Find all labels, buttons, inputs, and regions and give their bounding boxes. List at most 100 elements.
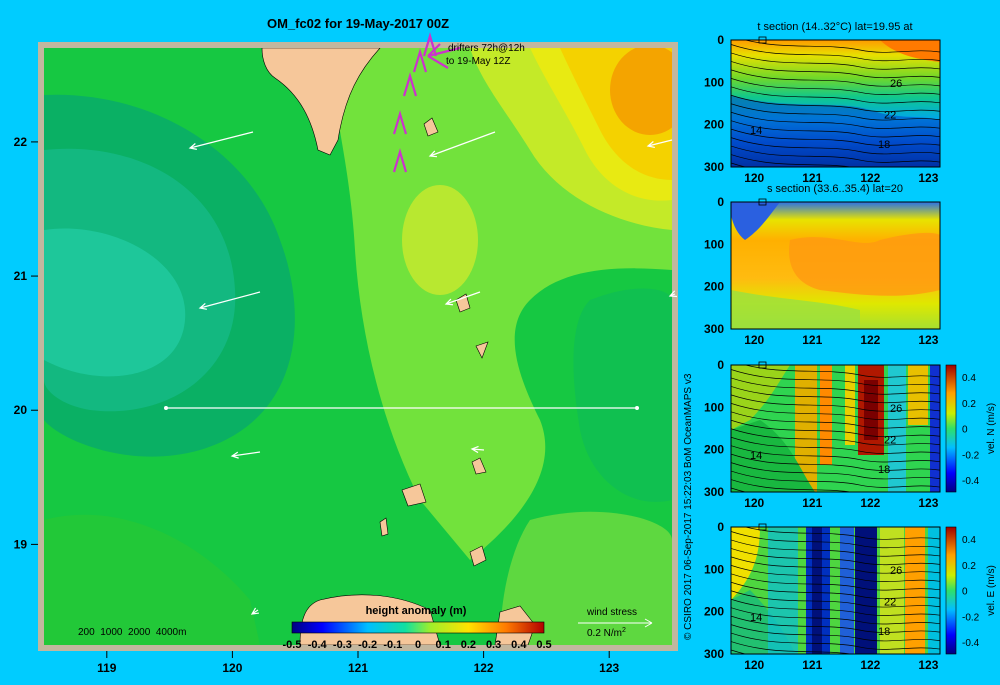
temperature-contour [731, 94, 940, 112]
section-colorbar-tick: 0.4 [962, 535, 976, 546]
transect-end-west [164, 406, 168, 410]
colorbar [291, 621, 545, 634]
temperature-contour [743, 365, 940, 378]
section-marker [758, 361, 767, 369]
transect-end-east [635, 406, 639, 410]
temperature-contour [731, 607, 940, 625]
temperature-contour [743, 527, 940, 540]
section-y-tick-label: 300 [704, 160, 724, 174]
temperature-contour [731, 445, 940, 463]
vel-n-colorbar [945, 364, 957, 493]
temperature-contour [731, 624, 940, 642]
section-x-tick-label: 122 [860, 496, 880, 510]
temperature-contour [731, 581, 940, 599]
colorbar-tick-label: 0 [415, 639, 421, 651]
section-title: t section (14..32°C) lat=19.95 at [757, 21, 912, 33]
section-x-tick-label: 123 [918, 171, 938, 185]
temperature-contour [731, 531, 940, 549]
vel-n-section-panel [730, 364, 957, 493]
temperature-contour [731, 462, 940, 480]
section-marker [758, 523, 767, 531]
temperature-contour [731, 369, 940, 387]
section-x-tick-label: 121 [802, 333, 822, 347]
map-y-tick-label: 19 [14, 537, 28, 551]
contour-label: 14 [750, 125, 762, 137]
wind-arrow [668, 290, 678, 298]
section-y-tick-label: 100 [704, 237, 724, 251]
section-colorbar-label: vel. E (m/s) [986, 565, 997, 616]
section-x-tick-label: 123 [918, 333, 938, 347]
temperature-contour [731, 154, 853, 167]
colorbar-tick-label: 0.3 [486, 639, 501, 651]
colorbar-tick-label: 0.1 [436, 639, 451, 651]
colorbar-ticks: -0.5 -0.4 -0.3 -0.2 -0.1 0 0.1 0.2 0.3 0.4 0.5 [283, 639, 552, 651]
colorbar-tick-label: 0.4 [511, 639, 527, 651]
temperature-contour [731, 479, 853, 492]
temperature-contour [731, 428, 940, 446]
section-colorbar-tick: 0.2 [962, 399, 976, 410]
contour-label: 22 [884, 110, 896, 122]
section-y-tick-label: 100 [704, 400, 724, 414]
temperature-contour [731, 565, 940, 583]
depth-legend: 200 1000 2000 4000m [78, 627, 186, 638]
section-x-tick-label: 120 [744, 496, 764, 510]
map-x-tick-label: 120 [222, 661, 242, 675]
contour-label: 22 [884, 597, 896, 609]
section-x-tick-label: 121 [802, 171, 822, 185]
t-section-panel [730, 39, 941, 168]
drifter-chevron [392, 110, 408, 135]
section-y-tick-label: 0 [717, 33, 724, 47]
temperature-contour [731, 386, 940, 404]
temperature-contour [731, 632, 940, 650]
map-x-tick-label: 121 [348, 661, 368, 675]
contour-label: 18 [878, 626, 890, 638]
section-colorbar-tick: -0.2 [962, 612, 980, 623]
section-colorbar-tick: -0.4 [962, 638, 980, 649]
wind-arrow [444, 291, 481, 306]
temperature-contour [731, 69, 940, 87]
drifter-tracks [392, 32, 461, 173]
contour-label: 26 [890, 78, 902, 90]
map-y-tick-label: 20 [14, 403, 28, 417]
section-colorbar-tick: 0 [962, 587, 968, 598]
temperature-contour [731, 61, 940, 79]
section-y-tick-label: 300 [704, 647, 724, 661]
section-panel-labels: t section (14..32°C) lat=19.95 at 0 100 200… [704, 21, 997, 672]
temperature-contour [731, 103, 940, 121]
section-y-tick-label: 100 [704, 562, 724, 576]
wind-arrow [250, 607, 260, 615]
height-anomaly-field [44, 48, 672, 645]
section-y-tick-label: 300 [704, 322, 724, 336]
temperature-contour [731, 590, 940, 608]
wind-arrow [230, 451, 261, 459]
colorbar-tick-label: 0.2 [461, 639, 476, 651]
colorbar-tick-label: -0.3 [333, 639, 352, 651]
temperature-contour [731, 615, 940, 633]
temperature-contour [731, 394, 940, 412]
s-section-panel [730, 201, 941, 330]
map-x-axis: 119 120 121 122 123 [97, 651, 620, 675]
temperature-contour [731, 556, 940, 574]
section-y-tick-label: 300 [704, 485, 724, 499]
temperature-contour [731, 111, 940, 129]
contour-label: 22 [884, 435, 896, 447]
section-x-tick-label: 120 [744, 171, 764, 185]
temperature-contour [731, 470, 940, 488]
section-y-tick-label: 200 [704, 605, 724, 619]
temperature-contour [731, 120, 940, 138]
temperature-contour [731, 78, 940, 96]
section-colorbar-tick: -0.2 [962, 450, 980, 461]
temperature-contour [731, 548, 940, 566]
section-x-tick-label: 123 [918, 496, 938, 510]
temperature-contour [731, 453, 940, 471]
section-y-tick-label: 0 [717, 358, 724, 372]
colorbar-tick-label: -0.1 [383, 639, 402, 651]
wind-arrow [188, 131, 254, 150]
credit-text: © CSIRO 2017 06-Sep-2017 15:22:03 BoM Oc… [683, 373, 694, 640]
temperature-contour [731, 145, 940, 163]
section-marker [758, 198, 767, 206]
drifters-note-line1: drifters 72h@12h [448, 43, 525, 54]
colorbar-tick-label: -0.2 [358, 639, 377, 651]
section-y-tick-label: 100 [704, 75, 724, 89]
